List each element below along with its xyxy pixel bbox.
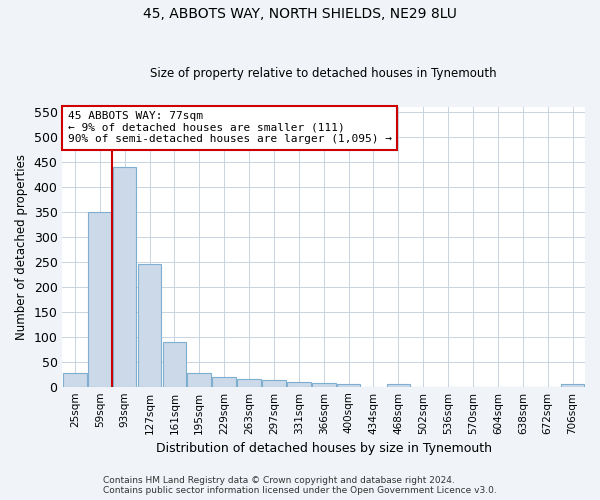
Bar bbox=[287, 382, 311, 386]
Bar bbox=[312, 382, 335, 386]
Bar bbox=[561, 384, 584, 386]
Title: Size of property relative to detached houses in Tynemouth: Size of property relative to detached ho… bbox=[151, 66, 497, 80]
Text: Contains HM Land Registry data © Crown copyright and database right 2024.
Contai: Contains HM Land Registry data © Crown c… bbox=[103, 476, 497, 495]
Bar bbox=[63, 372, 86, 386]
Bar bbox=[262, 380, 286, 386]
Bar bbox=[237, 379, 261, 386]
Bar bbox=[212, 376, 236, 386]
Bar bbox=[337, 384, 361, 386]
X-axis label: Distribution of detached houses by size in Tynemouth: Distribution of detached houses by size … bbox=[156, 442, 492, 455]
Bar bbox=[88, 212, 112, 386]
Bar bbox=[137, 264, 161, 386]
Bar bbox=[187, 373, 211, 386]
Y-axis label: Number of detached properties: Number of detached properties bbox=[15, 154, 28, 340]
Bar bbox=[163, 342, 186, 386]
Bar bbox=[386, 384, 410, 386]
Text: 45 ABBOTS WAY: 77sqm
← 9% of detached houses are smaller (111)
90% of semi-detac: 45 ABBOTS WAY: 77sqm ← 9% of detached ho… bbox=[68, 111, 392, 144]
Bar bbox=[113, 167, 136, 386]
Text: 45, ABBOTS WAY, NORTH SHIELDS, NE29 8LU: 45, ABBOTS WAY, NORTH SHIELDS, NE29 8LU bbox=[143, 8, 457, 22]
